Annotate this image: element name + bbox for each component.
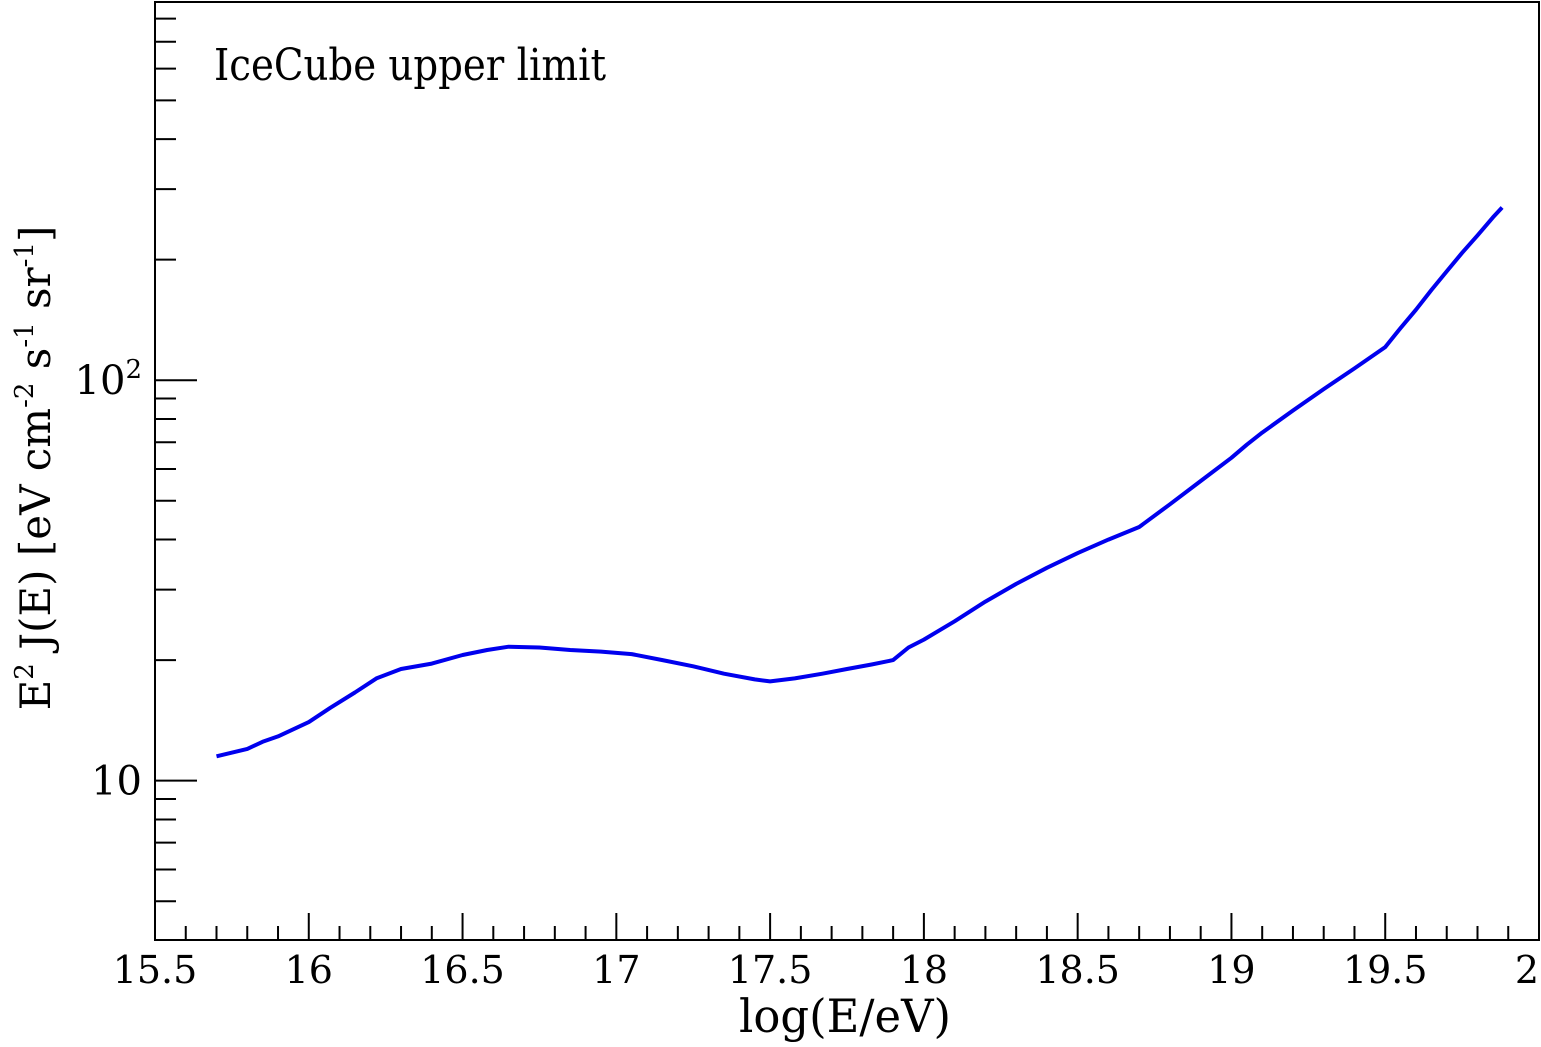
x-tick-label: 19.5: [1343, 948, 1428, 992]
x-axis-title: log(E/eV): [739, 989, 951, 1043]
annotation-text: IceCube upper limit: [214, 40, 606, 91]
x-tick-label: 20: [1515, 948, 1541, 992]
y-axis-title: E2 J(E) [eV cm-2 s-1 sr-1]: [10, 226, 60, 711]
x-tick-label: 18.5: [1035, 948, 1120, 992]
y-axis: 10 102: [75, 17, 197, 941]
x-tick-label: 18: [900, 948, 948, 992]
series-group: [216, 206, 1504, 759]
plot-frame: [154, 1, 1540, 941]
x-axis: 15.5 16 16.5 17 17.5 18 18.5 19 19.5 20: [113, 913, 1541, 992]
y-tick-label: 10: [91, 759, 142, 805]
x-tick-label: 15.5: [113, 948, 198, 992]
x-tick-label: 17.5: [728, 948, 813, 992]
x-tick-label: 16.5: [420, 948, 505, 992]
x-tick-label: 16: [285, 948, 333, 992]
y-tick-label: 102: [75, 355, 142, 404]
x-tick-label: 19: [1207, 948, 1255, 992]
series-line-0: [216, 206, 1504, 759]
x-tick-label: 17: [592, 948, 640, 992]
